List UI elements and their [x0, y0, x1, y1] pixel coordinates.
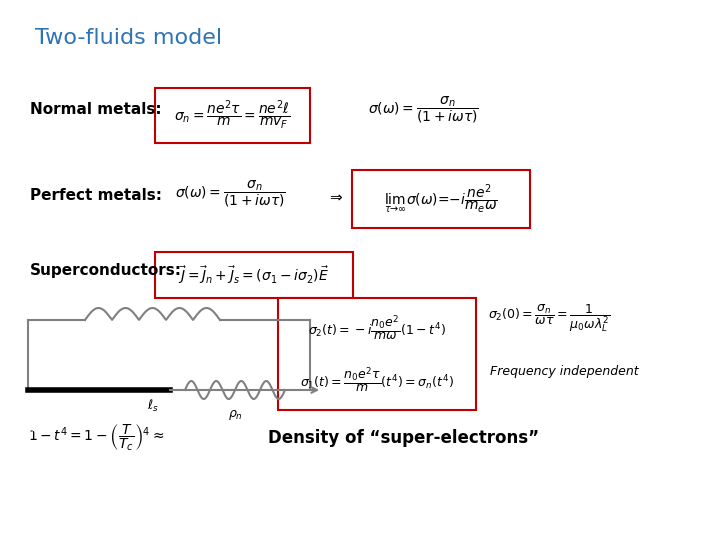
Text: KIT - 8.3.2017: KIT - 8.3.2017: [316, 515, 404, 528]
Text: $\Rightarrow$: $\Rightarrow$: [327, 188, 344, 204]
Text: Superconductors:: Superconductors:: [30, 262, 182, 278]
Text: $\sigma_2(0)=\dfrac{\sigma_n}{\omega\tau}=\dfrac{1}{\mu_0\omega\lambda_L^2}$: $\sigma_2(0)=\dfrac{\sigma_n}{\omega\tau…: [488, 302, 611, 334]
Bar: [278, 298, 476, 410]
Bar: [155, 252, 353, 298]
Text: Normal metals:: Normal metals:: [30, 103, 161, 118]
Text: $\sigma_n = \dfrac{ne^2\tau}{m} = \dfrac{ne^2\ell}{mv_F}$: $\sigma_n = \dfrac{ne^2\tau}{m} = \dfrac…: [174, 99, 291, 132]
Text: $\rho_n$: $\rho_n$: [228, 408, 243, 422]
Text: $\sigma_2(t)=-i\dfrac{n_0 e^2}{m\omega}(1-t^4)$: $\sigma_2(t)=-i\dfrac{n_0 e^2}{m\omega}(…: [308, 313, 446, 343]
Text: 9: 9: [690, 515, 698, 528]
Text: Perfect metals:: Perfect metals:: [30, 187, 162, 202]
Text: $\lim_{\tau\to\infty}\sigma(\omega) = -i\dfrac{ne^2}{m_e\omega}$: $\lim_{\tau\to\infty}\sigma(\omega) = -i…: [384, 183, 498, 215]
Text: Density of “super-electrons”: Density of “super-electrons”: [268, 429, 539, 447]
Text: $\sigma(\omega) = \dfrac{\sigma_n}{(1+i\omega\tau)}$: $\sigma(\omega) = \dfrac{\sigma_n}{(1+i\…: [175, 179, 286, 210]
Text: $\sigma(\omega) = \dfrac{\sigma_n}{(1+i\omega\tau)}$: $\sigma(\omega) = \dfrac{\sigma_n}{(1+i\…: [368, 94, 479, 125]
Bar: [352, 170, 530, 228]
Text: Frequency independent: Frequency independent: [490, 366, 639, 379]
Bar: [155, 88, 310, 143]
Text: $1-t^4=1-\left(\dfrac{T}{T_c}\right)^4\approx$: $1-t^4=1-\left(\dfrac{T}{T_c}\right)^4\a…: [28, 423, 164, 454]
Text: Two-fluids model: Two-fluids model: [35, 28, 222, 48]
Text: Sergio Calatroni: Sergio Calatroni: [58, 515, 158, 528]
Text: $\sigma_1(t)=\dfrac{n_0 e^2\tau}{m}(t^4)=\sigma_n(t^4)$: $\sigma_1(t)=\dfrac{n_0 e^2\tau}{m}(t^4)…: [300, 365, 454, 395]
Text: $\vec{J}=\vec{J}_n+\vec{J}_s=(\sigma_1-i\sigma_2)\vec{E}$: $\vec{J}=\vec{J}_n+\vec{J}_s=(\sigma_1-i…: [179, 264, 330, 286]
Text: $\ell_s$: $\ell_s$: [147, 398, 159, 414]
